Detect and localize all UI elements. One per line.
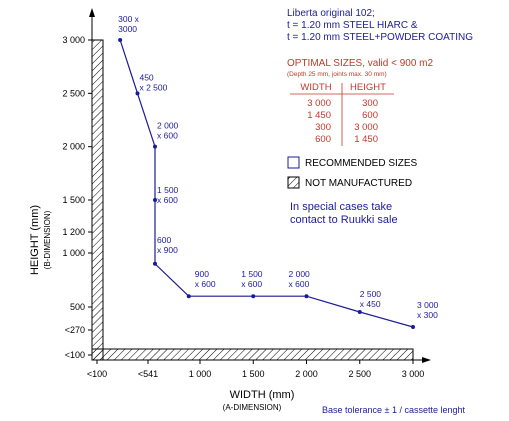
y-axis-title: HEIGHT (mm)	[29, 205, 41, 275]
y-tick-label: 1 200	[62, 227, 85, 237]
data-point	[357, 310, 362, 314]
data-point-label-line: x 450	[360, 299, 381, 309]
data-point-label-line: 3000	[118, 24, 137, 34]
data-point-label-line: x 2 500	[139, 82, 167, 92]
data-point	[153, 261, 157, 266]
data-point-label-line: 450	[139, 72, 153, 82]
data-point	[118, 38, 123, 42]
data-point-label-line: x 600	[157, 131, 178, 141]
data-point-label: 2 000 x 600	[157, 121, 179, 141]
data-point-label-line: 600	[157, 235, 171, 245]
data-point	[186, 294, 191, 299]
recommended-size-line	[119, 39, 414, 328]
spec-line: t = 1.20 mm STEEL HIARC &	[287, 20, 418, 31]
spec-line: Liberta original 102;	[287, 8, 375, 19]
not-manufactured-band-left	[91, 39, 104, 361]
special-cases-line: In special cases take	[290, 201, 392, 213]
y-tick-label: 1 500	[62, 195, 85, 205]
y-tick-label: <100	[65, 350, 85, 360]
data-point-label-line: x 600	[289, 279, 310, 289]
x-tick-label: 2 000	[295, 369, 318, 379]
spec-line: t = 1.20 mm STEEL+POWDER COATING	[287, 32, 473, 43]
y-tick-label: 500	[70, 302, 85, 312]
optimal-width-cell: 3 000	[307, 98, 331, 109]
data-point-label-line: x 900	[157, 245, 178, 255]
data-points	[118, 38, 415, 329]
legend-not-manufactured-label: NOT MANUFACTURED	[305, 178, 412, 189]
tolerance-note: Base tolerance ± 1 / cassette lenght	[322, 405, 466, 415]
data-point-label-line: 2 000	[289, 269, 311, 279]
special-cases-line: contact to Ruukki sale	[290, 214, 398, 226]
x-tick-label: 1 000	[189, 369, 212, 379]
data-point-label-line: 300 x	[118, 14, 140, 24]
data-point-label-line: 2 500	[360, 289, 382, 299]
optimal-width-cell: 600	[315, 134, 331, 145]
data-point-label-line: x 300	[417, 310, 438, 320]
data-point	[135, 91, 140, 96]
not-manufactured-band-bottom	[91, 348, 414, 361]
x-axis-title: WIDTH (mm)	[230, 389, 295, 401]
x-ticks: <100 <541 1 000 1 500 2 000 2 500 3 000	[87, 360, 424, 379]
y-tick-label: 1 000	[62, 248, 85, 258]
data-point-label: 2 000 x 600	[289, 269, 311, 289]
x-axis-arrow	[422, 357, 431, 363]
legend: RECOMMENDED SIZES NOT MANUFACTURED	[287, 156, 418, 189]
optimal-title: OPTIMAL SIZES, valid < 900 m2	[287, 58, 434, 69]
data-point	[304, 294, 309, 299]
x-tick-label: <541	[138, 369, 158, 379]
optimal-height-cell: 600	[362, 110, 378, 121]
data-point	[153, 144, 157, 149]
y-tick-label: 2 500	[62, 88, 85, 98]
data-point	[411, 325, 415, 329]
y-axis-subtitle: (B-DIMENSION)	[43, 210, 52, 269]
x-tick-label: 3 000	[402, 369, 425, 379]
x-axis-subtitle: (A-DIMENSION)	[223, 403, 282, 412]
data-point-label-line: x 600	[157, 195, 178, 205]
optimal-header-width: WIDTH	[300, 82, 331, 93]
data-point-label: 450 x 2 500	[139, 72, 167, 92]
y-axis-arrow	[89, 8, 95, 17]
data-point-label: 1 500 x 600	[157, 185, 179, 205]
data-point	[153, 198, 157, 202]
x-tick-label: 1 500	[242, 369, 265, 379]
optimal-note: (Depth 25 mm, joints max. 30 mm)	[287, 71, 387, 78]
optimal-height-cell: 1 450	[354, 134, 378, 145]
data-point	[251, 294, 256, 299]
data-point-label: 2 500 x 450	[360, 289, 382, 309]
optimal-height-cell: 3 000	[354, 122, 378, 133]
data-point-label: 1 500 x 600	[241, 269, 263, 289]
optimal-sizes-block: OPTIMAL SIZES, valid < 900 m2 (Depth 25 …	[287, 58, 434, 146]
axes	[89, 8, 431, 363]
optimal-header-height: HEIGHT	[350, 82, 386, 93]
optimal-width-cell: 300	[315, 122, 331, 133]
data-point-label-line: x 600	[241, 279, 262, 289]
data-point-label-line: 1 500	[241, 269, 263, 279]
x-tick-label: 2 500	[348, 369, 371, 379]
data-point-label-line: 900	[195, 269, 209, 279]
spec-block: Liberta original 102; t = 1.20 mm STEEL …	[287, 8, 473, 43]
data-point-label: 900 x 600	[195, 269, 216, 289]
legend-recommended-label: RECOMMENDED SIZES	[305, 158, 418, 169]
data-point-label: 3 000 x 300	[417, 300, 439, 320]
optimal-width-cell: 1 450	[307, 110, 331, 121]
optimal-height-cell: 300	[362, 98, 378, 109]
y-ticks: 3 000 2 500 2 000 1 500 1 200 1 000 500 <270 <10…	[62, 35, 92, 360]
x-tick-label: <100	[87, 369, 107, 379]
data-point-label-line: 3 000	[417, 300, 439, 310]
y-tick-label: 3 000	[62, 35, 85, 45]
data-point-label: 600 x 900	[157, 235, 178, 255]
data-point-label-line: x 600	[195, 279, 216, 289]
y-tick-label: <270	[65, 325, 85, 335]
not-manufactured-swatch	[287, 176, 300, 189]
recommended-swatch	[287, 156, 300, 169]
data-point-label-line: 2 000	[157, 121, 179, 131]
y-tick-label: 2 000	[62, 142, 85, 152]
data-point-label: 300 x 3000	[118, 14, 140, 34]
data-point-label-line: 1 500	[157, 185, 179, 195]
